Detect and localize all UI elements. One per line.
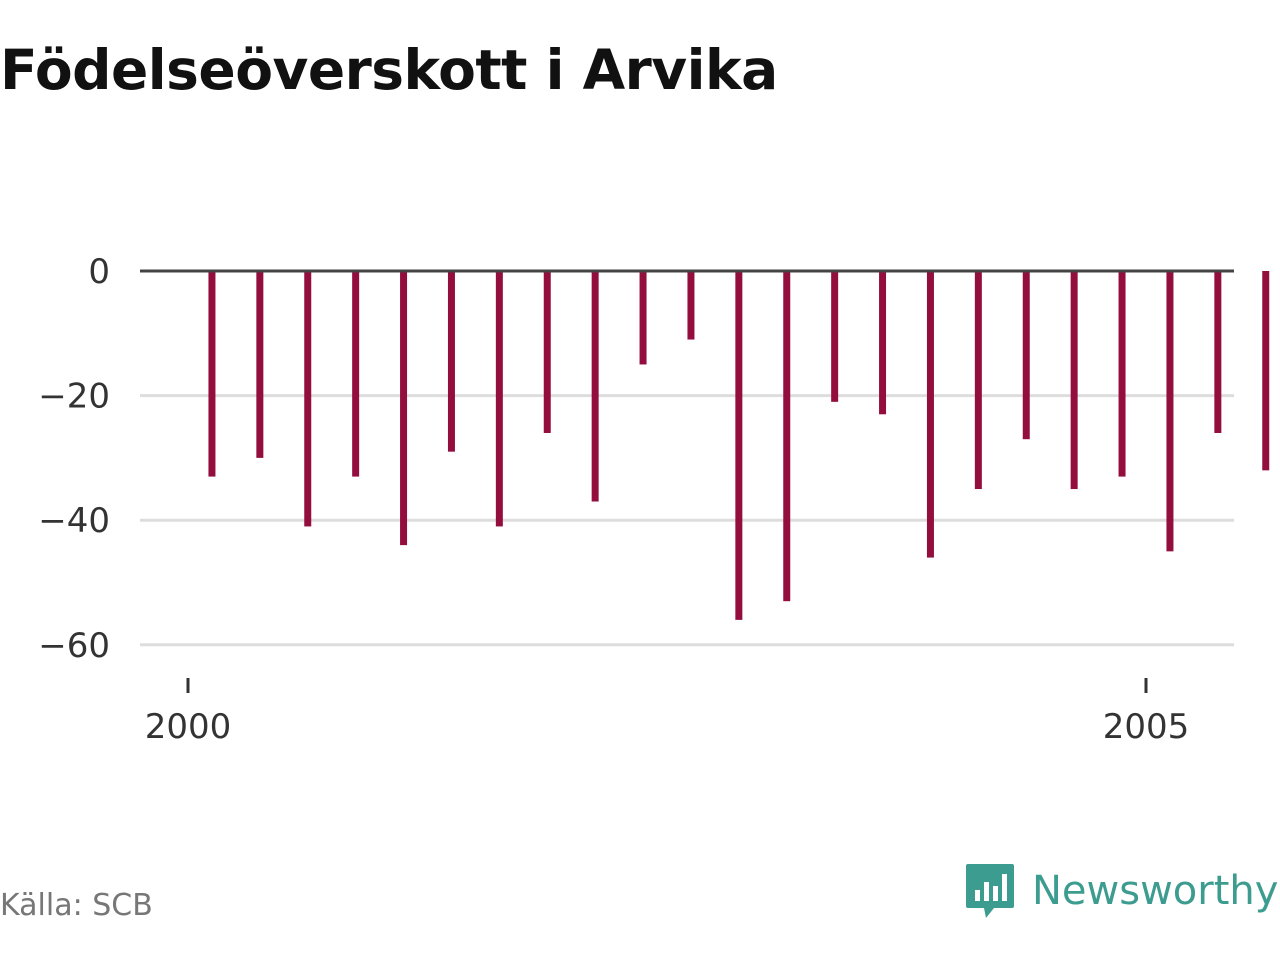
x-tick-label: 2005	[1103, 707, 1190, 747]
brand-logo[interactable]: Newsworthy	[964, 862, 1278, 920]
y-tick-label: −20	[38, 377, 110, 417]
y-tick-label: −60	[38, 626, 110, 666]
bar-q2	[256, 271, 264, 458]
bar-q12	[735, 271, 743, 620]
y-tick-label: 0	[88, 252, 110, 292]
bar-q6	[447, 271, 455, 452]
axes: 0−20−40−60200020052010201520202025	[38, 252, 1190, 747]
bar-q1	[208, 271, 216, 477]
bar-q14	[831, 271, 839, 402]
bar-q23	[1262, 271, 1270, 471]
bar-q4	[352, 271, 360, 477]
bar-q13	[783, 271, 791, 602]
bar-q21	[1166, 271, 1174, 552]
bar-q9	[591, 271, 599, 502]
bar-q18	[1022, 271, 1030, 440]
newsworthy-icon	[966, 864, 1014, 918]
bar-q8	[543, 271, 551, 433]
bar-q16	[926, 271, 934, 558]
grid-lines	[140, 394, 1234, 647]
bar-q5	[400, 271, 408, 546]
source-note: Källa: SCB	[0, 888, 153, 923]
x-tick-label: 2000	[145, 707, 232, 747]
page-title: Födelseöverskott i Arvika	[0, 38, 778, 102]
y-tick-label: −40	[38, 501, 110, 541]
bar-q3	[304, 271, 312, 527]
bar-q20	[1118, 271, 1126, 477]
bar-q19	[1070, 271, 1078, 490]
bar-q7	[495, 271, 503, 527]
bar-q17	[974, 271, 982, 490]
brand-name: Newsworthy	[1032, 868, 1279, 914]
bars	[208, 271, 1270, 620]
bar-q11	[687, 271, 695, 340]
bar-q15	[879, 271, 887, 415]
bar-q10	[639, 271, 647, 365]
bar-q22	[1214, 271, 1222, 433]
